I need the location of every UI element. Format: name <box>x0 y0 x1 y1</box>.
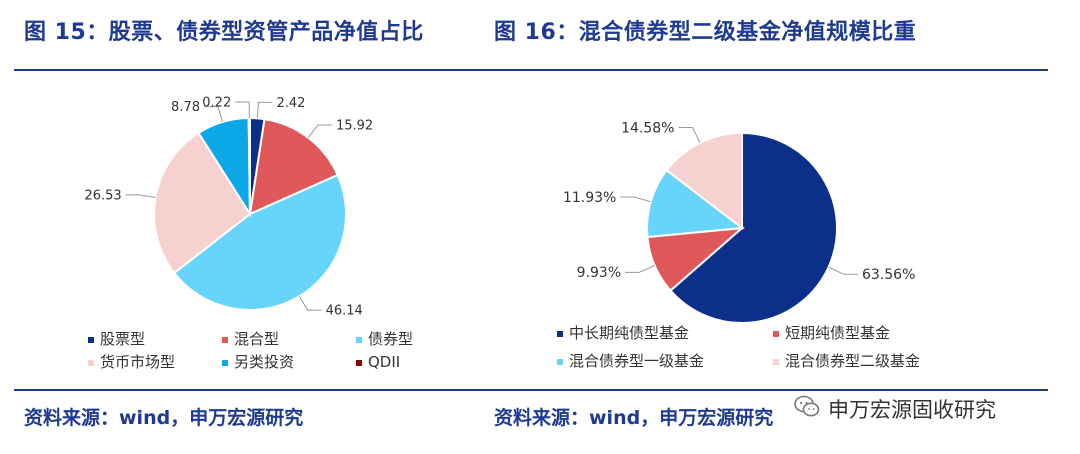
legend15-item-2: 债券型 <box>356 330 413 348</box>
watermark-text: 申万宏源固收研究 <box>828 398 996 422</box>
legend15-item-5: QDII <box>356 353 400 371</box>
pie16-data-label-2: 11.93% <box>563 190 616 206</box>
legend16-label-3: 混合债券型二级基金 <box>785 352 920 370</box>
legend15-label-1: 混合型 <box>234 330 279 348</box>
pie15-slice-3 <box>153 131 252 275</box>
pie15-data-label-3: 26.53 <box>84 188 121 203</box>
legend15-label-0: 股票型 <box>100 330 145 348</box>
pie15-data-label-2: 46.14 <box>326 304 363 319</box>
pie15-data-label-5: 0.22 <box>202 96 231 111</box>
legend15-swatch-4 <box>222 360 228 366</box>
pie15-data-label-4: 8.78 <box>171 100 200 115</box>
legend16-swatch-1 <box>773 331 779 337</box>
source-note-right: 资料来源：wind，申万宏源研究 <box>494 407 774 429</box>
watermark: 申万宏源固收研究 <box>790 394 1000 424</box>
pie16-leader-1 <box>625 265 655 273</box>
pie16-slice-2 <box>646 168 745 239</box>
legend15-label-5: QDII <box>368 353 400 371</box>
pie-chart-fig15: 2.42 15.92 46.14 26.53 8.78 0.22 <box>84 96 373 319</box>
legend15-swatch-1 <box>222 337 228 343</box>
top-divider <box>14 69 1048 71</box>
pie16-leader-2 <box>620 196 651 203</box>
legend16-item-2: 混合债券型一级基金 <box>557 352 704 370</box>
pie15-leader-5 <box>235 101 250 119</box>
legend15-item-3: 货币市场型 <box>88 353 175 371</box>
pie16-data-label-1: 9.93% <box>577 265 621 281</box>
pie-chart-fig16: 63.56% 9.93% 11.93% 14.58% <box>563 120 915 324</box>
legend15-label-4: 另类投资 <box>234 353 294 371</box>
pie16-leader-3 <box>678 127 701 144</box>
pie16-slice-3 <box>665 131 743 231</box>
bottom-divider <box>14 389 1048 391</box>
pie16-leader-0 <box>828 266 858 275</box>
legend15-swatch-2 <box>356 337 362 343</box>
legend16-swatch-3 <box>773 359 779 365</box>
pie16-slice-0 <box>669 131 838 324</box>
pie16-data-label-0: 63.56% <box>862 267 915 283</box>
legend15-label-2: 债券型 <box>368 330 413 348</box>
figure-15-title: 图 15：股票、债券型资管产品净值占比 <box>24 20 424 45</box>
legend16-swatch-2 <box>557 359 563 365</box>
pie15-data-label-1: 15.92 <box>336 119 373 134</box>
pie16-data-label-3: 14.58% <box>621 120 674 136</box>
pie15-slice-5 <box>247 116 251 215</box>
legend15-swatch-5 <box>356 360 362 366</box>
legend15-swatch-0 <box>88 337 94 343</box>
legend15-label-3: 货币市场型 <box>100 353 175 371</box>
pie15-leader-4 <box>204 106 224 123</box>
legend15-item-1: 混合型 <box>222 330 279 348</box>
legend15-item-4: 另类投资 <box>222 353 294 371</box>
legend16-label-2: 混合债券型一级基金 <box>569 352 704 370</box>
legend16-label-1: 短期纯债型基金 <box>785 324 890 342</box>
legend16-label-0: 中长期纯债型基金 <box>569 324 689 342</box>
legend15-swatch-3 <box>88 360 94 366</box>
pie15-leader-1 <box>307 124 332 139</box>
legend16-swatch-0 <box>557 331 563 337</box>
source-note-left: 资料来源：wind，申万宏源研究 <box>24 407 304 429</box>
legend15-item-0: 股票型 <box>88 330 145 348</box>
figure-16-title: 图 16：混合债券型二级基金净值规模比重 <box>494 20 917 45</box>
pie15-leader-2 <box>298 296 322 311</box>
legend16-item-1: 短期纯债型基金 <box>773 324 890 342</box>
legend16-item-0: 中长期纯债型基金 <box>557 324 689 342</box>
pie15-leader-0 <box>256 101 273 119</box>
pie15-slice-2 <box>172 173 347 311</box>
pie15-leader-3 <box>125 194 156 199</box>
legend16-item-3: 混合债券型二级基金 <box>773 352 920 370</box>
charts-canvas: 2.42 15.92 46.14 26.53 8.78 0.22 股票型 混合型 债券型货币市… <box>84 96 920 371</box>
pie15-data-label-0: 2.42 <box>277 96 306 111</box>
wechat-icon <box>794 395 820 423</box>
